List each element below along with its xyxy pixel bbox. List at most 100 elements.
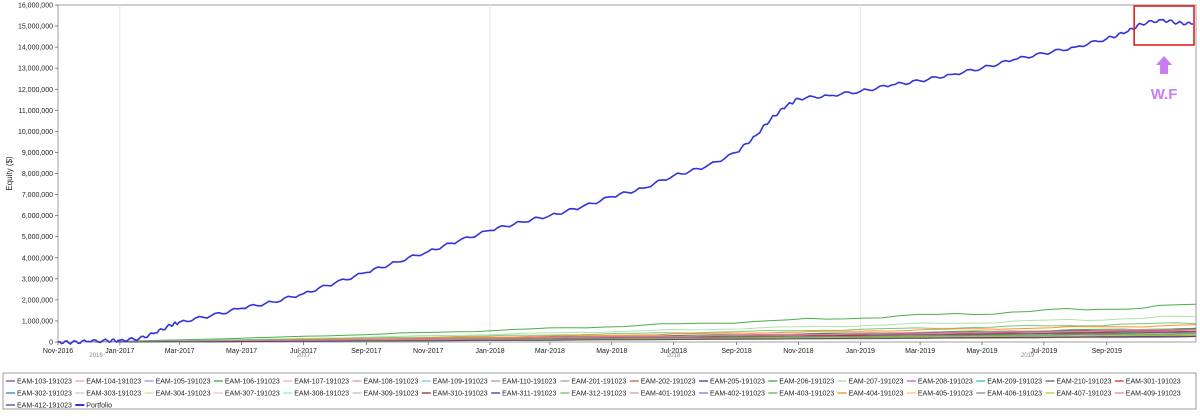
x-tick-label: Nov-2017 [413, 348, 443, 355]
x-year-label: 2017 [297, 353, 311, 359]
x-year-label: 2018 [667, 353, 681, 359]
legend-item: EAM-104-191023 [75, 379, 141, 386]
legend-item: EAM-311-191023 [491, 391, 557, 398]
legend-item: EAM-407-191023 [1045, 391, 1111, 398]
legend-label: EAM-308-191023 [294, 391, 349, 398]
legend-label: EAM-310-191023 [433, 391, 488, 398]
legend-item: EAM-310-191023 [421, 391, 488, 398]
legend-item: EAM-301-191023 [1114, 379, 1181, 386]
legend-item: EAM-210-191023 [1045, 379, 1112, 386]
legend-label: EAM-307-191023 [225, 391, 280, 398]
y-tick-label: 0 [49, 340, 53, 347]
wf-highlight-box [1133, 5, 1195, 46]
x-tick-label: Jan-2018 [475, 348, 504, 355]
y-tick-label: 4,000,000 [22, 255, 53, 262]
x-tick-label: Mar-2017 [165, 348, 195, 355]
legend-item: EAM-106-191023 [213, 379, 280, 386]
x-tick-label: Jul-2018 [660, 348, 687, 355]
legend-item: EAM-208-191023 [906, 379, 973, 386]
legend-item: EAM-303-191023 [75, 391, 141, 398]
legend-label: EAM-110-191023 [502, 379, 556, 386]
legend-item: EAM-201-191023 [560, 379, 626, 386]
legend-label: EAM-210-191023 [1057, 379, 1112, 386]
legend-label: EAM-304-191023 [156, 391, 211, 398]
legend-item: EAM-308-191023 [283, 391, 349, 398]
series-line [77, 322, 1197, 343]
x-tick-label: Mar-2018 [535, 348, 565, 355]
legend-label: EAM-104-191023 [86, 379, 141, 386]
legend-item: EAM-209-191023 [976, 379, 1042, 386]
y-tick-label: 1,000,000 [22, 318, 53, 325]
legend-item: EAM-406-191023 [976, 391, 1042, 398]
x-year-label: 2019 [1021, 353, 1035, 359]
legend-label: EAM-406-191023 [987, 391, 1042, 398]
legend-item: EAM-312-191023 [560, 391, 626, 398]
plot-frame [57, 4, 1197, 343]
legend-label: EAM-309-191023 [364, 391, 419, 398]
x-tick-label: Sep-2017 [351, 348, 381, 355]
legend-item: EAM-404-191023 [837, 391, 904, 398]
series-line [117, 335, 1197, 343]
legend-label: EAM-207-191023 [849, 379, 904, 386]
x-tick-label: Jan-2017 [105, 348, 134, 355]
legend-label: EAM-409-191023 [1126, 391, 1181, 398]
up-arrow-icon [1156, 56, 1173, 74]
legend-label: EAM-205-191023 [710, 379, 765, 386]
y-tick-label: 2,000,000 [22, 297, 53, 304]
y-tick-label: 7,000,000 [22, 192, 53, 199]
series-line [107, 315, 1197, 343]
legend-label: EAM-303-191023 [86, 391, 141, 398]
legend-label: EAM-301-191023 [1126, 379, 1181, 386]
legend-label: EAM-208-191023 [918, 379, 973, 386]
x-tick-label: May-2019 [966, 348, 997, 355]
legend-item: EAM-403-191023 [768, 391, 834, 398]
y-tick-label: 9,000,000 [22, 150, 53, 157]
legend-label: EAM-202-191023 [641, 379, 696, 386]
legend-label: EAM-206-191023 [779, 379, 834, 386]
legend-item: EAM-207-191023 [837, 379, 904, 386]
y-tick-label: 12,000,000 [18, 87, 53, 94]
legend-label: EAM-201-191023 [571, 379, 626, 386]
legend-item: EAM-103-191023 [6, 379, 72, 386]
legend-label: EAM-311-191023 [502, 391, 556, 398]
y-tick-label: 11,000,000 [18, 108, 53, 115]
y-tick-label: 10,000,000 [18, 129, 53, 136]
legend-label: EAM-209-191023 [987, 379, 1042, 386]
x-tick-label: Jul-2017 [290, 348, 317, 355]
legend-label: EAM-108-191023 [364, 379, 419, 386]
legend-item: EAM-412-191023 [6, 403, 72, 410]
legend-item: EAM-110-191023 [491, 379, 557, 386]
wf-label: W.F [1151, 86, 1178, 103]
legend-label: EAM-109-191023 [433, 379, 488, 386]
legend-item: EAM-205-191023 [699, 379, 765, 386]
legend-item: EAM-409-191023 [1114, 391, 1181, 398]
legend-label: EAM-106-191023 [225, 379, 280, 386]
x-tick-label: Sep-2018 [721, 348, 751, 355]
legend-label: EAM-302-191023 [17, 391, 72, 398]
legend-label: EAM-405-191023 [918, 391, 973, 398]
y-axis-label: Equity ($) [5, 156, 14, 191]
legend-item: EAM-302-191023 [6, 391, 72, 398]
x-tick-label: Jul-2019 [1030, 348, 1057, 355]
series-line [107, 330, 1197, 343]
y-tick-label: 8,000,000 [22, 171, 53, 178]
x-tick-label: Sep-2019 [1092, 348, 1122, 355]
portfolio-line [57, 18, 1193, 346]
legend-item: EAM-107-191023 [283, 379, 349, 386]
legend-label: EAM-103-191023 [17, 379, 72, 386]
x-year-label: 2016 [89, 353, 103, 359]
legend-item: EAM-109-191023 [421, 379, 488, 386]
legend-item: EAM-105-191023 [144, 379, 211, 386]
legend-item: EAM-206-191023 [768, 379, 834, 386]
x-tick-label: Mar-2019 [905, 348, 935, 355]
series-line [87, 303, 1197, 343]
x-tick-label: Nov-2018 [783, 348, 813, 355]
y-tick-label: 14,000,000 [18, 45, 53, 52]
series-line [117, 324, 1197, 343]
legend-label: Portfolio [86, 403, 112, 410]
legend-item: Portfolio [75, 403, 112, 410]
y-tick-label: 13,000,000 [18, 66, 53, 73]
x-tick-label: Nov-2016 [43, 348, 73, 355]
